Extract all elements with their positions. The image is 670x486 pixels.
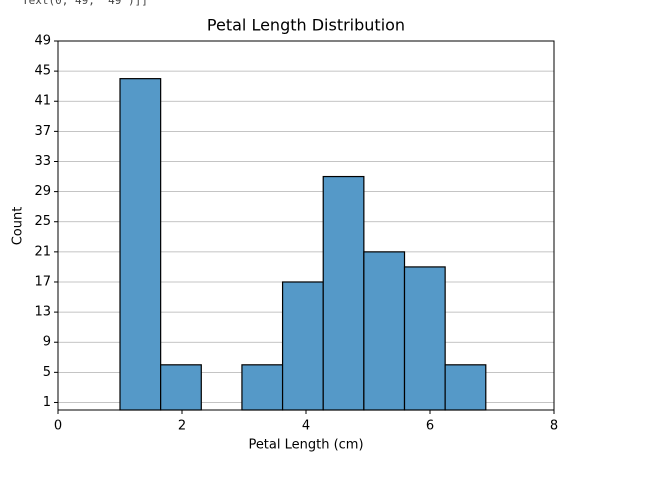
bar bbox=[119, 78, 162, 411]
x-tick-label: 8 bbox=[550, 419, 558, 434]
plot-frame bbox=[57, 40, 555, 411]
y-tick-label: 1 bbox=[43, 395, 51, 410]
bar bbox=[160, 364, 202, 411]
bar bbox=[281, 281, 324, 411]
y-axis-label: Count bbox=[11, 207, 26, 246]
y-tick-label: 41 bbox=[34, 94, 51, 109]
x-axis-label: Petal Length (cm) bbox=[248, 438, 363, 453]
bar bbox=[363, 251, 406, 411]
y-tick-label: 25 bbox=[34, 214, 51, 229]
y-tick-label: 49 bbox=[34, 34, 51, 49]
y-tick-label: 33 bbox=[34, 154, 51, 169]
bar bbox=[241, 364, 284, 411]
y-tick-label: 45 bbox=[34, 64, 51, 79]
y-tick-label: 21 bbox=[34, 244, 51, 259]
y-tick-label: 13 bbox=[34, 305, 51, 320]
bar bbox=[444, 364, 487, 411]
x-tick-label: 2 bbox=[178, 419, 186, 434]
chart-title: Petal Length Distribution bbox=[207, 16, 405, 35]
y-tick-label: 17 bbox=[34, 274, 51, 289]
bar bbox=[322, 175, 365, 411]
console-output: Text(0, 49, '49')]] bbox=[22, 0, 148, 7]
y-tick-label: 9 bbox=[43, 335, 51, 350]
y-tick-label: 5 bbox=[43, 365, 51, 380]
y-tick-label: 29 bbox=[34, 184, 51, 199]
x-tick-label: 6 bbox=[426, 419, 434, 434]
y-tick-label: 37 bbox=[34, 124, 51, 139]
x-tick-label: 4 bbox=[302, 419, 310, 434]
x-tick-label: 0 bbox=[54, 419, 62, 434]
bar bbox=[403, 266, 446, 411]
